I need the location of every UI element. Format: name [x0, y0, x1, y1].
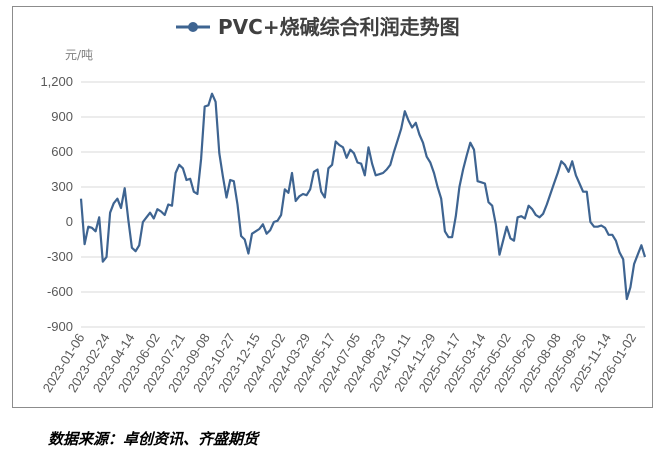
chart-legend: PVC+烧碱综合利润走势图: [176, 15, 460, 39]
y-tick-label: 900: [51, 109, 73, 124]
line-chart: PVC+烧碱综合利润走势图 元/吨 1,200 900 600 300 0 -300 -60…: [40, 15, 647, 395]
legend-dot-marker: [188, 22, 198, 32]
y-axis-unit: 元/吨: [65, 48, 93, 62]
x-axis-ticks: 2023-01-062023-02-242023-04-142023-06-02…: [40, 331, 640, 395]
y-tick-label: 1,200: [40, 74, 73, 89]
y-tick-label: -600: [47, 284, 73, 299]
y-tick-label: -300: [47, 249, 73, 264]
y-tick-label: -900: [47, 319, 73, 334]
chart-title: PVC+烧碱综合利润走势图: [218, 15, 460, 39]
y-tick-label: 0: [66, 214, 73, 229]
series-line: [79, 92, 647, 301]
grid-layer: [81, 81, 645, 328]
y-tick-label: 600: [51, 144, 73, 159]
y-tick-label: 300: [51, 179, 73, 194]
series-layer: [79, 92, 647, 301]
source-note: 数据来源：卓创资讯、齐盛期货: [48, 430, 259, 448]
chart-frame: PVC+烧碱综合利润走势图 元/吨 1,200 900 600 300 0 -300 -60…: [12, 6, 653, 408]
y-axis-ticks: 1,200 900 600 300 0 -300 -600 -900: [40, 74, 73, 334]
